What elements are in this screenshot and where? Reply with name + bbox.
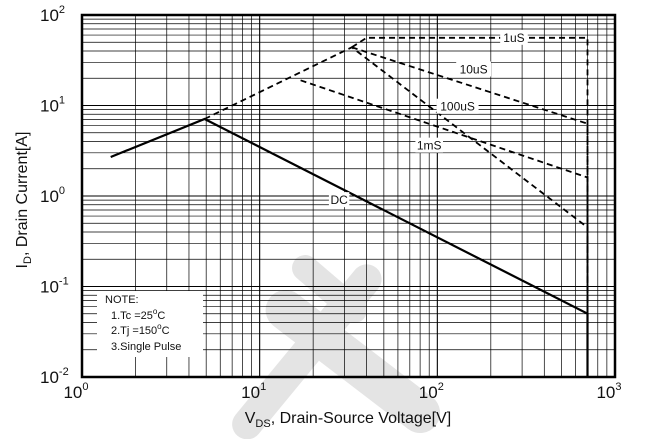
curve-label-bg — [415, 137, 444, 153]
curves — [110, 36, 589, 377]
curve-label-bg — [436, 98, 479, 114]
x-tick-label: 103 — [596, 381, 621, 402]
y-tick-label: 100 — [40, 185, 65, 206]
series-line-1us — [351, 36, 589, 377]
note-background — [97, 291, 203, 357]
note-line-2: 2.Tj =150oC — [111, 322, 170, 337]
series-line-10us — [351, 46, 589, 377]
curve-label: 1mS — [417, 139, 442, 153]
note-box: NOTE: 1.Tc =25oC 2.Tj =150oC 3.Single Pu… — [97, 291, 203, 357]
x-axis-title: VDS, Drain-Source Voltage[V] — [245, 410, 452, 430]
curve-label-bg — [456, 61, 491, 77]
y-tick-label: 10-1 — [40, 276, 69, 297]
curve-label-bg — [500, 29, 528, 45]
y-tick-label: 10-2 — [40, 366, 69, 387]
note-line-3: 3.Single Pulse — [111, 341, 181, 353]
curve-label: 100uS — [440, 100, 475, 114]
x-tick-label: 101 — [241, 381, 266, 402]
x-tick-label: 102 — [419, 381, 444, 402]
y-tick-label: 101 — [40, 95, 65, 116]
y-tick-label: 102 — [40, 4, 65, 25]
note-title: NOTE: — [105, 294, 139, 306]
x-tick-labels: 100 101 102 103 — [63, 381, 621, 402]
series-line-1ms — [204, 46, 589, 377]
curve-labels: 1uS 10uS 100uS 1mS DC — [328, 29, 528, 208]
plot-frame — [80, 13, 617, 379]
curve-label: 10uS — [460, 62, 488, 76]
x-tick-label: 100 — [63, 381, 88, 402]
curve-label-bg — [328, 192, 350, 208]
note-line-1: 1.Tc =25oC — [111, 307, 165, 322]
y-tick-labels: 10-2 10-1 100 101 102 — [40, 4, 69, 387]
curve-label: 1uS — [503, 31, 524, 45]
watermark-logo — [232, 255, 441, 439]
y-axis-title: ID, Drain Current[A] — [14, 132, 34, 269]
watermark-stroke — [292, 255, 368, 323]
curve-label: DC — [330, 193, 348, 207]
